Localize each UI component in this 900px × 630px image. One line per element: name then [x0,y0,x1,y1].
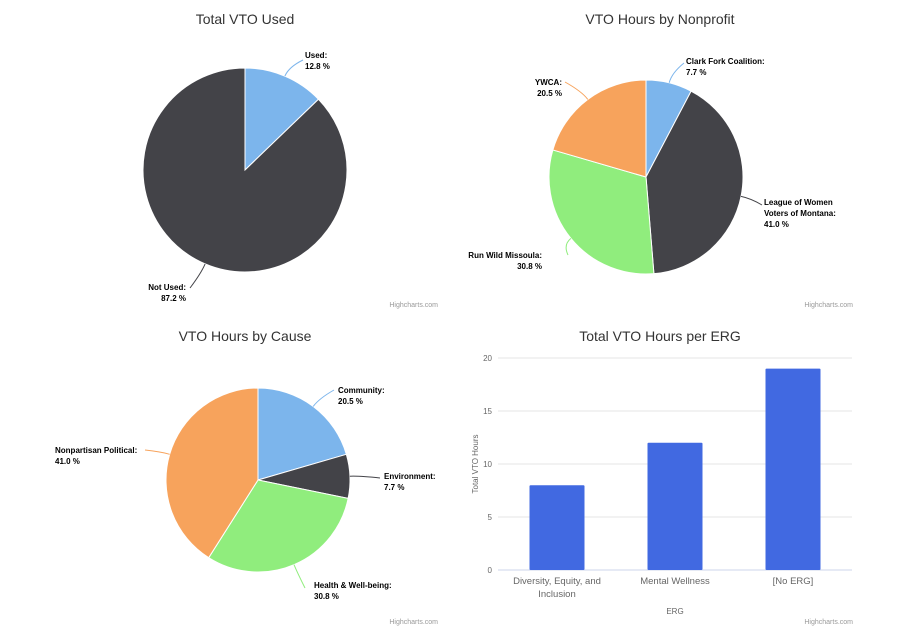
chart2-label-name-4: YWCA: [535,78,562,87]
chart3-label-value-4: 41.0 % [55,457,80,466]
chart4-ytick-4: 15 [483,407,492,416]
chart3-label-value-1: 20.5 % [338,397,363,406]
chart4-bar-1[interactable] [529,485,585,570]
chart1-connector-1 [284,59,304,77]
chart4-title: Total VTO Hours per ERG [579,328,741,344]
chart3-connector-4 [144,449,170,455]
chart1-slice-1[interactable] [244,67,320,172]
chart3-credit: Highcharts.com [389,619,438,626]
chart1-label-name-1: Used: [305,51,327,60]
chart2-connector-4 [564,81,589,100]
chart2-credit: Highcharts.com [804,302,853,309]
chart4-xtick-2: Mental Wellness [640,576,710,587]
chart2-connector-2 [740,195,763,206]
chart2-label-value-4: 20.5 % [537,89,562,98]
chart4-ytick-5: 20 [483,354,492,363]
chart4-bar-3[interactable] [765,368,821,570]
chart4-xtick-1-line1: Diversity, Equity, and [513,576,601,587]
chart3-connector-3 [293,564,306,589]
chart3-connector-2 [349,475,381,479]
chart2-label-value-3: 30.8 % [517,262,542,271]
chart4-xtick-1-line2: Inclusion [538,589,576,600]
chart2-label-value-1: 7.7 % [686,68,706,77]
chart3-label-name-2: Environment: [384,472,436,481]
chart4-xtick-3: [No ERG] [773,576,814,587]
chart1-label-name-2: Not Used: [148,283,186,292]
chart2-title: VTO Hours by Nonprofit [585,11,734,27]
chart4-yaxis-title: Total VTO Hours [471,435,480,494]
chart3-slice-1[interactable] [257,387,347,481]
chart2-connector-1 [668,62,685,83]
chart3-label-name-1: Community: [338,386,385,395]
chart1-credit: Highcharts.com [389,302,438,309]
chart2-label-name-1: Clark Fork Coalition: [686,57,765,66]
chart1-connector-2 [189,263,206,289]
chart4-ytick-3: 10 [483,460,492,469]
chart2-label-name-2-line1: League of Women [764,198,833,207]
chart1-label-value-2: 87.2 % [161,294,186,303]
chart2-slice-3[interactable] [548,149,655,275]
chart2-connector-3 [565,238,572,256]
chart1-title: Total VTO Used [196,11,295,27]
chart4-bar-2[interactable] [647,442,703,570]
chart3-title: VTO Hours by Cause [179,328,312,344]
chart4-credit: Highcharts.com [804,619,853,626]
chart4-xaxis-title: ERG [666,607,683,616]
chart2-label-name-3: Run Wild Missoula: [468,251,542,260]
chart4-ytick-1: 0 [488,566,493,575]
chart1-label-value-1: 12.8 % [305,62,330,71]
chart3-label-name-3: Health & Well-being: [314,581,392,590]
chart4-ytick-2: 5 [488,513,493,522]
chart2-slice-2[interactable] [645,90,744,275]
chart1-slice-2[interactable] [142,67,348,273]
chart3-label-name-4: Nonpartisan Political: [55,446,137,455]
chart3-label-value-2: 7.7 % [384,483,404,492]
chart3-label-value-3: 30.8 % [314,592,339,601]
chart2-label-value-2: 41.0 % [764,220,789,229]
chart2-label-name-2-line2: Voters of Montana: [764,209,836,218]
chart3-connector-1 [312,389,335,407]
